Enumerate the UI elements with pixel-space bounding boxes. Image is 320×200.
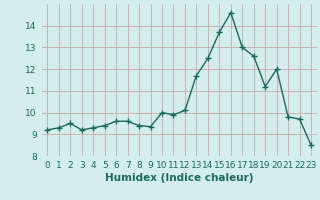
X-axis label: Humidex (Indice chaleur): Humidex (Indice chaleur): [105, 173, 253, 183]
